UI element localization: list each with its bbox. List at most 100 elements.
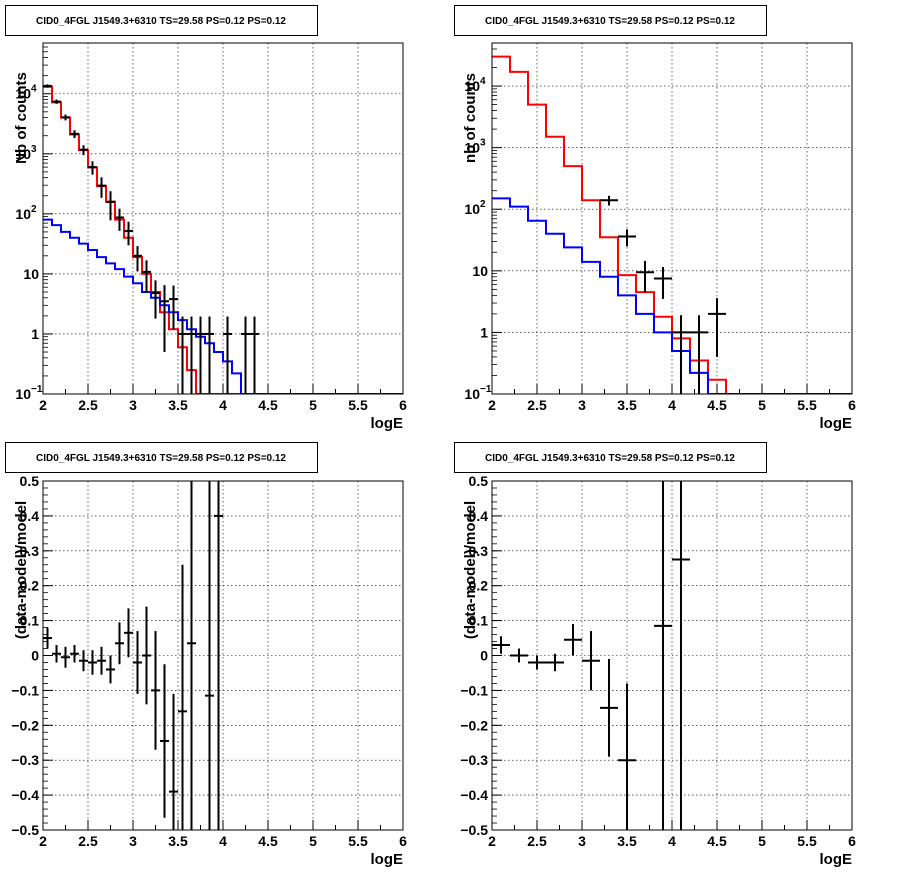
data-point bbox=[115, 208, 124, 231]
y-tick-label: 10 bbox=[464, 386, 480, 402]
y-tick-label: 10 bbox=[15, 86, 31, 102]
data-point bbox=[70, 130, 79, 139]
data-point bbox=[214, 481, 223, 830]
x-tick-label: 2.5 bbox=[527, 833, 547, 849]
y-tick-label: 0.3 bbox=[20, 543, 40, 559]
data-point bbox=[250, 316, 259, 394]
y-axis-label: (data-model)/model bbox=[462, 501, 479, 639]
x-tick-label: 4 bbox=[219, 833, 227, 849]
y-tick-label: 1 bbox=[31, 326, 39, 342]
y-axis-label: (data-model)/model bbox=[13, 501, 30, 639]
x-tick-label: 4.5 bbox=[258, 833, 278, 849]
y-tick-label: 0.3 bbox=[469, 543, 489, 559]
histogram-series-1 bbox=[492, 55, 852, 394]
data-point bbox=[142, 260, 151, 294]
x-tick-label: 4.5 bbox=[707, 833, 727, 849]
x-tick-label: 4 bbox=[219, 397, 227, 413]
x-tick-label: 5 bbox=[758, 397, 766, 413]
y-tick-label: 10 bbox=[15, 146, 31, 162]
y-tick-label: −0.3 bbox=[11, 752, 39, 768]
y-tick-label: 10 bbox=[464, 140, 480, 156]
data-point bbox=[187, 481, 196, 830]
x-tick-label: 5.5 bbox=[348, 833, 368, 849]
x-tick-label: 3.5 bbox=[617, 397, 637, 413]
x-tick-label: 6 bbox=[848, 833, 856, 849]
x-tick-label: 2 bbox=[39, 397, 47, 413]
x-tick-label: 3.5 bbox=[168, 397, 188, 413]
x-tick-label: 5 bbox=[309, 397, 317, 413]
data-point bbox=[223, 316, 232, 394]
y-tick-exponent: 2 bbox=[31, 204, 37, 215]
x-tick-label: 3.5 bbox=[168, 833, 188, 849]
y-tick-exponent: 4 bbox=[480, 76, 486, 87]
data-point bbox=[97, 646, 106, 675]
x-tick-label: 2 bbox=[488, 833, 496, 849]
data-point bbox=[142, 606, 151, 705]
x-tick-label: 3 bbox=[129, 397, 137, 413]
y-tick-exponent: 3 bbox=[480, 138, 486, 149]
y-tick-exponent: −1 bbox=[480, 384, 492, 395]
data-point bbox=[88, 161, 97, 175]
data-point bbox=[672, 481, 690, 830]
x-axis-label: logE bbox=[371, 851, 404, 868]
data-point bbox=[115, 622, 124, 665]
data-point bbox=[169, 693, 178, 830]
y-tick-label: −0.5 bbox=[11, 822, 39, 838]
x-tick-label: 6 bbox=[399, 833, 407, 849]
x-tick-label: 2.5 bbox=[78, 833, 98, 849]
x-tick-label: 5 bbox=[309, 833, 317, 849]
y-tick-label: −0.1 bbox=[11, 682, 39, 698]
data-point bbox=[106, 655, 115, 684]
data-point bbox=[618, 229, 636, 247]
data-point bbox=[52, 99, 61, 104]
data-point bbox=[124, 608, 133, 658]
y-tick-label: 10 bbox=[15, 206, 31, 222]
y-tick-label: 10 bbox=[464, 201, 480, 217]
y-tick-label: 0.2 bbox=[20, 578, 40, 594]
chart-title: CID0_4FGL J1549.3+6310 TS=29.58 PS=0.12 … bbox=[485, 16, 735, 27]
histogram-series-2 bbox=[43, 218, 403, 394]
y-tick-label: −0.3 bbox=[460, 752, 488, 768]
series-group bbox=[43, 84, 403, 394]
histogram-series-1 bbox=[43, 85, 403, 394]
y-tick-exponent: 3 bbox=[31, 144, 37, 155]
data-point bbox=[160, 285, 169, 353]
y-tick-exponent: 2 bbox=[480, 199, 486, 210]
y-tick-label: −0.4 bbox=[460, 787, 488, 803]
data-point bbox=[124, 221, 133, 246]
x-axis-label: logE bbox=[371, 415, 404, 432]
x-tick-label: 2.5 bbox=[78, 397, 98, 413]
data-point bbox=[600, 658, 618, 757]
x-axis-label: logE bbox=[820, 851, 853, 868]
y-tick-label: 10 bbox=[464, 78, 480, 94]
data-point bbox=[528, 655, 546, 670]
data-point bbox=[106, 191, 115, 221]
chart-title: CID0_4FGL J1549.3+6310 TS=29.58 PS=0.12 … bbox=[485, 453, 735, 464]
chart-panel-3: CID0_4FGL J1549.3+6310 TS=29.58 PS=0.12 … bbox=[5, 442, 407, 868]
y-tick-label: 0.4 bbox=[469, 508, 489, 524]
chart-panel-4: CID0_4FGL J1549.3+6310 TS=29.58 PS=0.12 … bbox=[454, 442, 856, 868]
data-point bbox=[79, 145, 88, 156]
data-point bbox=[43, 84, 52, 88]
y-tick-label: −0.4 bbox=[11, 787, 39, 803]
data-point bbox=[690, 315, 708, 394]
data-point bbox=[61, 646, 70, 668]
data-point bbox=[672, 315, 690, 394]
data-point bbox=[52, 645, 61, 663]
title-box bbox=[454, 442, 767, 473]
data-point bbox=[151, 631, 160, 750]
y-axis-label: nb of counts bbox=[462, 73, 479, 163]
data-point bbox=[492, 636, 510, 654]
data-point bbox=[708, 298, 726, 357]
title-box bbox=[454, 5, 767, 36]
x-tick-label: 4.5 bbox=[258, 397, 278, 413]
x-tick-label: 3 bbox=[129, 833, 137, 849]
y-tick-label: 0 bbox=[31, 648, 39, 664]
y-tick-exponent: 4 bbox=[31, 84, 37, 95]
x-tick-label: 2 bbox=[488, 397, 496, 413]
x-tick-label: 4 bbox=[668, 833, 676, 849]
data-point bbox=[151, 280, 160, 319]
data-point bbox=[88, 650, 97, 675]
x-tick-label: 5.5 bbox=[348, 397, 368, 413]
x-axis-label: logE bbox=[820, 415, 853, 432]
